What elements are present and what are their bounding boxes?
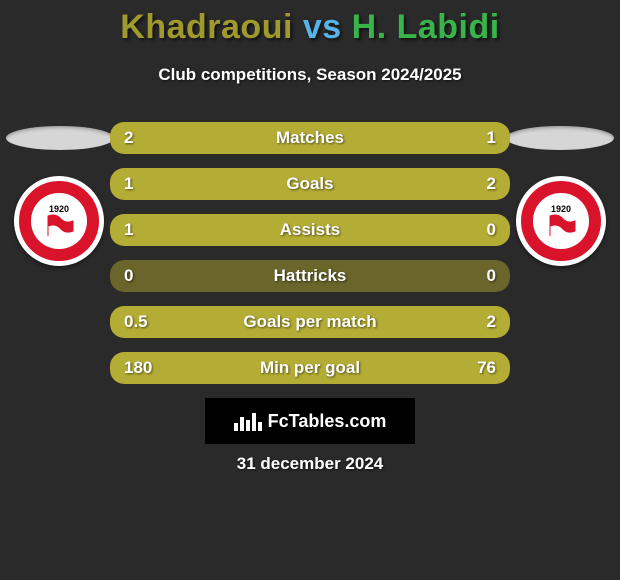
subtitle: Club competitions, Season 2024/2025	[0, 65, 620, 85]
player1-name: Khadraoui	[120, 8, 293, 46]
brand-banner: FcTables.com	[205, 398, 415, 444]
stat-label: Assists	[110, 214, 510, 246]
page-title: Khadraoui vs H. Labidi	[0, 8, 620, 47]
stat-row: 00Hattricks	[110, 260, 510, 292]
stat-label: Hattricks	[110, 260, 510, 292]
stat-row: 10Assists	[110, 214, 510, 246]
club-badge-right: 1920	[516, 176, 606, 266]
club-badge-left: 1920	[14, 176, 104, 266]
club-badge-right-ring: 1920	[521, 181, 600, 260]
brand-text: FcTables.com	[268, 411, 387, 432]
flag-icon	[44, 214, 74, 238]
stat-row: 12Goals	[110, 168, 510, 200]
player2-name: H. Labidi	[352, 8, 500, 46]
comparison-card: Khadraoui vs H. Labidi Club competitions…	[0, 0, 620, 580]
stat-label: Matches	[110, 122, 510, 154]
shadow-ellipse-right	[506, 126, 614, 150]
shadow-ellipse-left	[6, 126, 114, 150]
bar-chart-icon	[234, 411, 262, 431]
club-badge-left-core: 1920	[31, 193, 86, 248]
club-badge-left-ring: 1920	[19, 181, 98, 260]
stat-label: Min per goal	[110, 352, 510, 384]
flag-icon	[546, 214, 576, 238]
club-badge-left-year: 1920	[49, 204, 69, 214]
stat-label: Goals per match	[110, 306, 510, 338]
brand-prefix: Fc	[268, 411, 289, 431]
date-text: 31 december 2024	[0, 454, 620, 474]
comparison-bars: 21Matches 12Goals 10Assists 00Hattricks 0.52…	[110, 122, 510, 398]
club-badge-right-core: 1920	[533, 193, 588, 248]
vs-text: vs	[303, 8, 342, 46]
stat-row: 0.52Goals per match	[110, 306, 510, 338]
club-badge-right-year: 1920	[551, 204, 571, 214]
stat-label: Goals	[110, 168, 510, 200]
stat-row: 18076Min per goal	[110, 352, 510, 384]
stat-row: 21Matches	[110, 122, 510, 154]
brand-suffix: Tables.com	[289, 411, 387, 431]
